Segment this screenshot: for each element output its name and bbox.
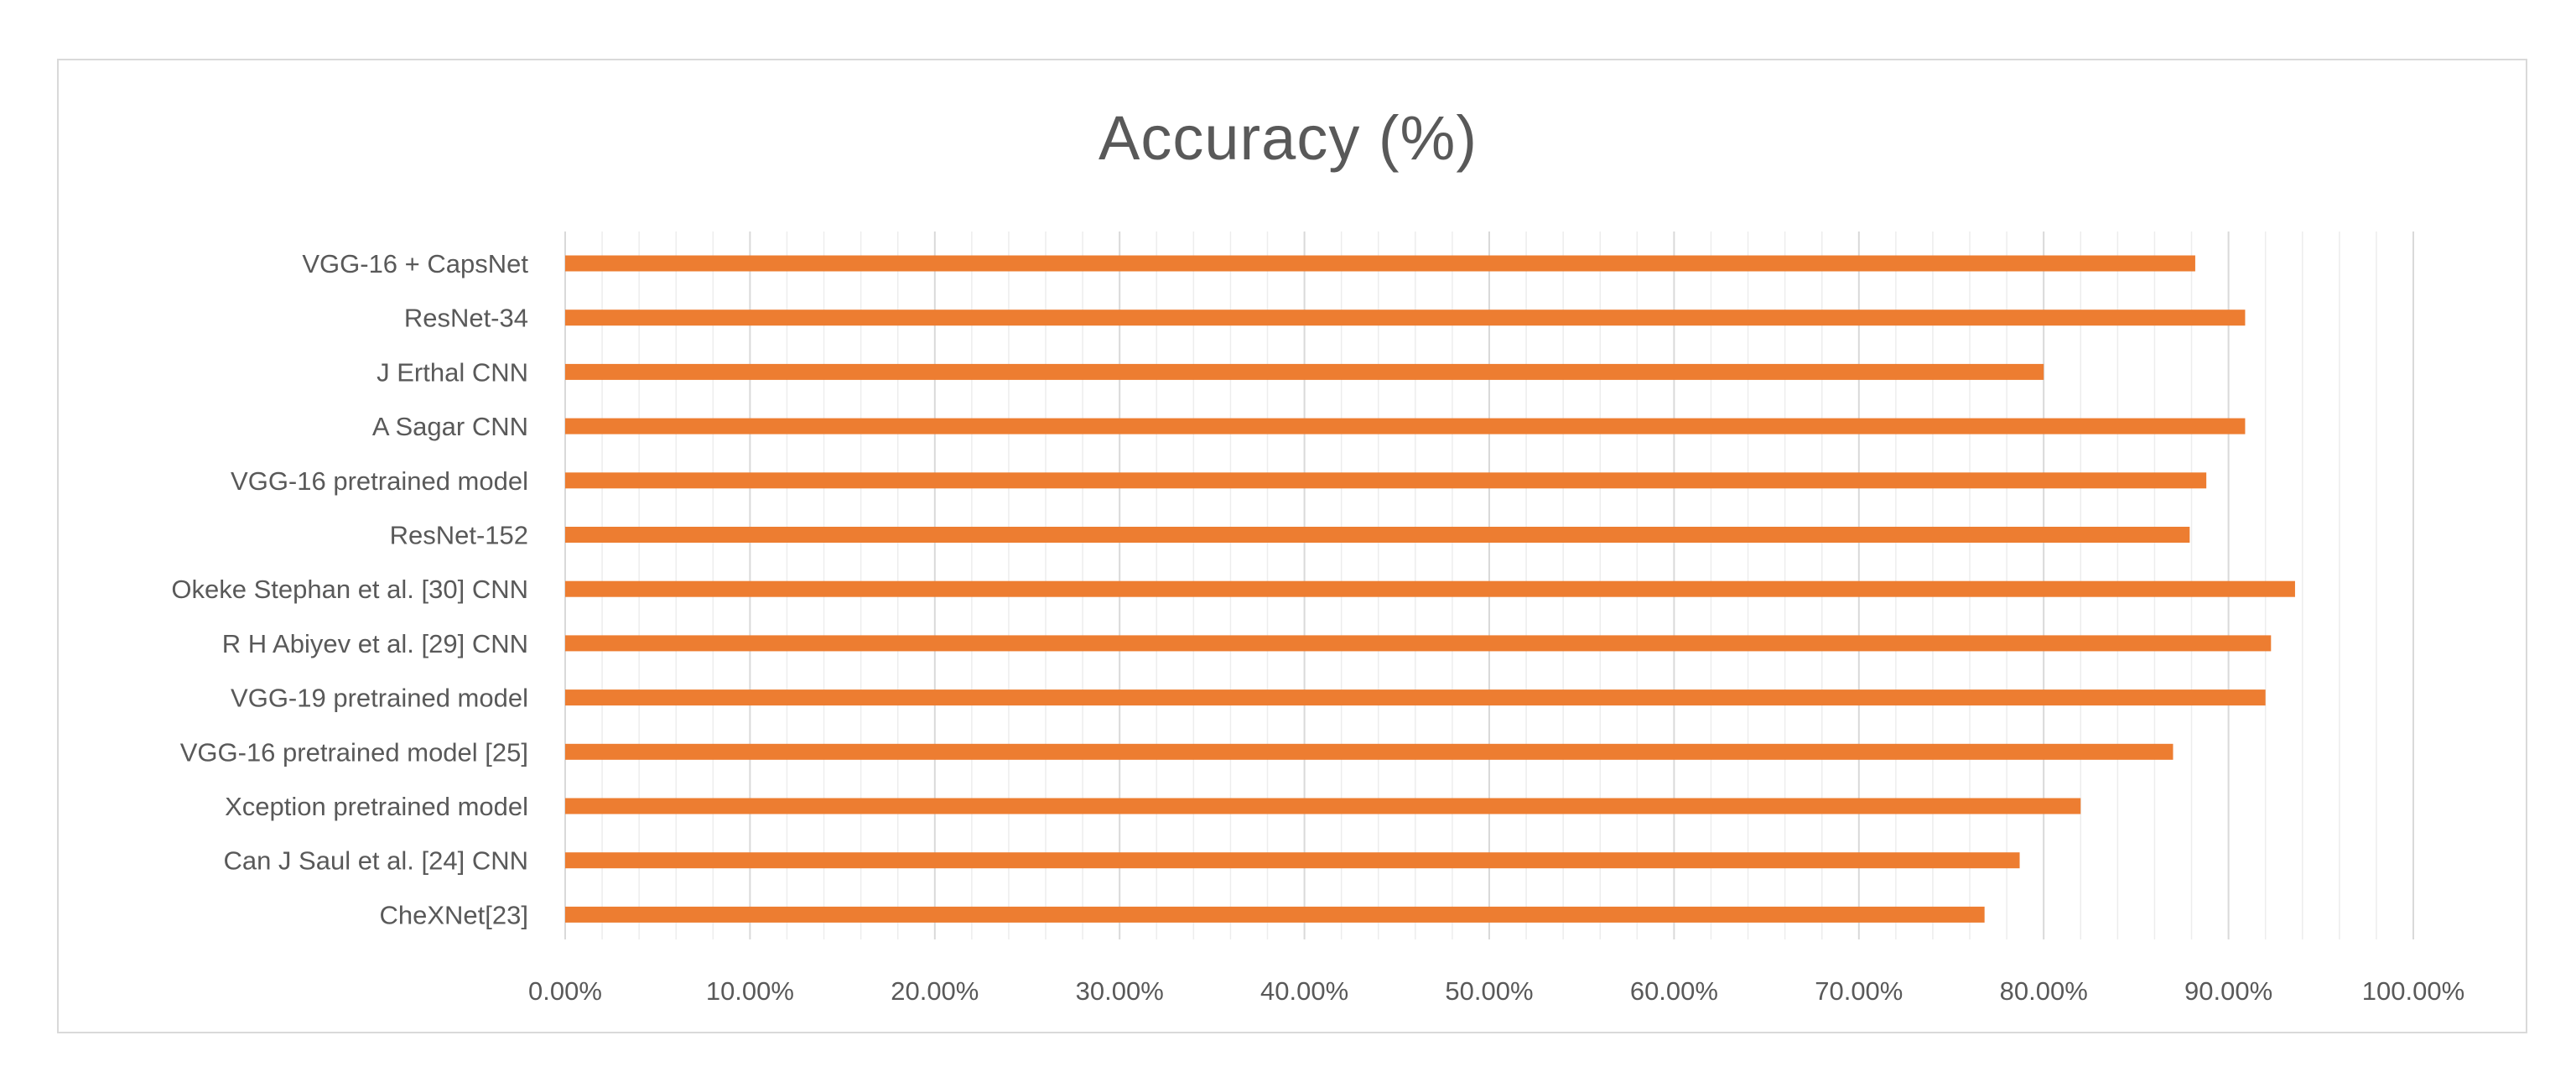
category-label: R H Abiyev et al. [29] CNN — [222, 629, 528, 658]
category-label: VGG-16 pretrained model [25] — [180, 737, 528, 767]
bars — [565, 255, 2295, 923]
x-tick-label: 100.00% — [2362, 976, 2464, 1006]
bar — [565, 689, 2266, 706]
x-tick-label: 30.00% — [1076, 976, 1164, 1006]
x-tick-label: 40.00% — [1260, 976, 1348, 1006]
bar — [565, 255, 2195, 272]
category-labels: VGG-16 + CapsNet ResNet-34 J Erthal CNN A S… — [171, 249, 528, 929]
chart-area — [57, 59, 2527, 1033]
x-tick-label: 80.00% — [2000, 976, 2088, 1006]
bar — [565, 310, 2246, 326]
bar — [565, 743, 2174, 760]
category-label: Okeke Stephan et al. [30] CNN — [171, 575, 528, 604]
bar — [565, 527, 2190, 543]
category-label: VGG-19 pretrained model — [231, 684, 528, 713]
chart-title: Accuracy (%) — [1098, 103, 1478, 173]
category-label: ResNet-152 — [390, 521, 528, 550]
category-label: A Sagar CNN — [372, 412, 528, 441]
category-label: VGG-16 + CapsNet — [302, 249, 528, 278]
category-label: CheXNet[23] — [380, 900, 529, 929]
category-label: J Erthal CNN — [377, 357, 528, 387]
x-tick-label: 70.00% — [1815, 976, 1903, 1006]
bar — [565, 906, 1985, 923]
category-label: ResNet-34 — [404, 304, 528, 333]
bar — [565, 472, 2207, 489]
x-tick-label: 60.00% — [1630, 976, 1718, 1006]
bar — [565, 363, 2044, 380]
x-tick-labels: 0.00% 10.00% 20.00% 30.00% 40.00% 50.00% 60.00… — [528, 976, 2464, 1006]
x-tick-label: 0.00% — [528, 976, 602, 1006]
x-tick-label: 10.00% — [706, 976, 794, 1006]
category-label: Xception pretrained model — [225, 792, 528, 821]
x-tick-label: 50.00% — [1445, 976, 1533, 1006]
bar — [565, 852, 2020, 869]
category-label: Can J Saul et al. [24] CNN — [223, 846, 528, 876]
x-tick-label: 20.00% — [891, 976, 979, 1006]
bar — [565, 418, 2246, 434]
x-tick-label: 90.00% — [2184, 976, 2272, 1006]
bar — [565, 635, 2272, 652]
category-label: VGG-16 pretrained model — [231, 466, 528, 496]
bar — [565, 798, 2081, 814]
bar — [565, 580, 2295, 597]
